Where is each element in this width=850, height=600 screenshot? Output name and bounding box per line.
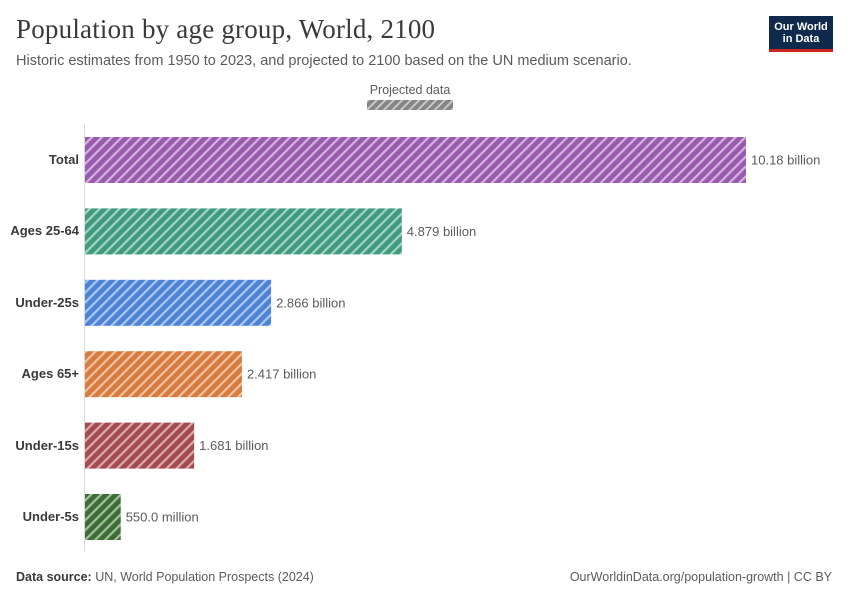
data-source-value: UN, World Population Prospects (2024) xyxy=(95,570,314,584)
category-label: Total xyxy=(48,152,79,167)
bar-under-5s[interactable] xyxy=(85,494,121,540)
category-label: Under-25s xyxy=(15,294,79,310)
chart-title: Population by age group, World, 2100 xyxy=(16,14,436,44)
category-label: Ages 25-64 xyxy=(10,223,79,239)
value-label: 2.417 billion xyxy=(247,367,316,382)
category-label: Ages 65+ xyxy=(21,366,79,382)
value-label: 4.879 billion xyxy=(407,224,476,239)
legend-swatch xyxy=(367,100,453,110)
bar-total[interactable] xyxy=(85,137,746,183)
y-axis-line xyxy=(84,124,85,552)
category-label: Under-15s xyxy=(15,437,79,453)
category-label: Under-5s xyxy=(22,509,79,524)
value-label: 1.681 billion xyxy=(199,438,268,453)
logo-line-1: Our World xyxy=(774,21,828,33)
source-url[interactable]: OurWorldinData.org/population-growth | C… xyxy=(569,570,832,584)
legend-label: Projected data xyxy=(369,83,451,97)
bar-ages-25-64[interactable] xyxy=(85,208,402,255)
value-label: 550.0 million xyxy=(126,510,199,525)
bar-ages-65-[interactable] xyxy=(85,351,242,398)
chart-subtitle: Historic estimates from 1950 to 2023, an… xyxy=(16,53,632,69)
owid-logo[interactable]: Our World in Data xyxy=(769,16,833,52)
value-label: 2.866 billion xyxy=(276,295,345,310)
bar-under-25s[interactable] xyxy=(85,279,272,326)
value-label: 10.18 billion xyxy=(751,153,820,168)
bar-under-15s[interactable] xyxy=(85,422,195,469)
logo-line-2: in Data xyxy=(782,33,820,45)
data-source: Data source: UN, World Population Prospe… xyxy=(16,570,314,584)
data-source-label: Data source: xyxy=(16,570,92,584)
